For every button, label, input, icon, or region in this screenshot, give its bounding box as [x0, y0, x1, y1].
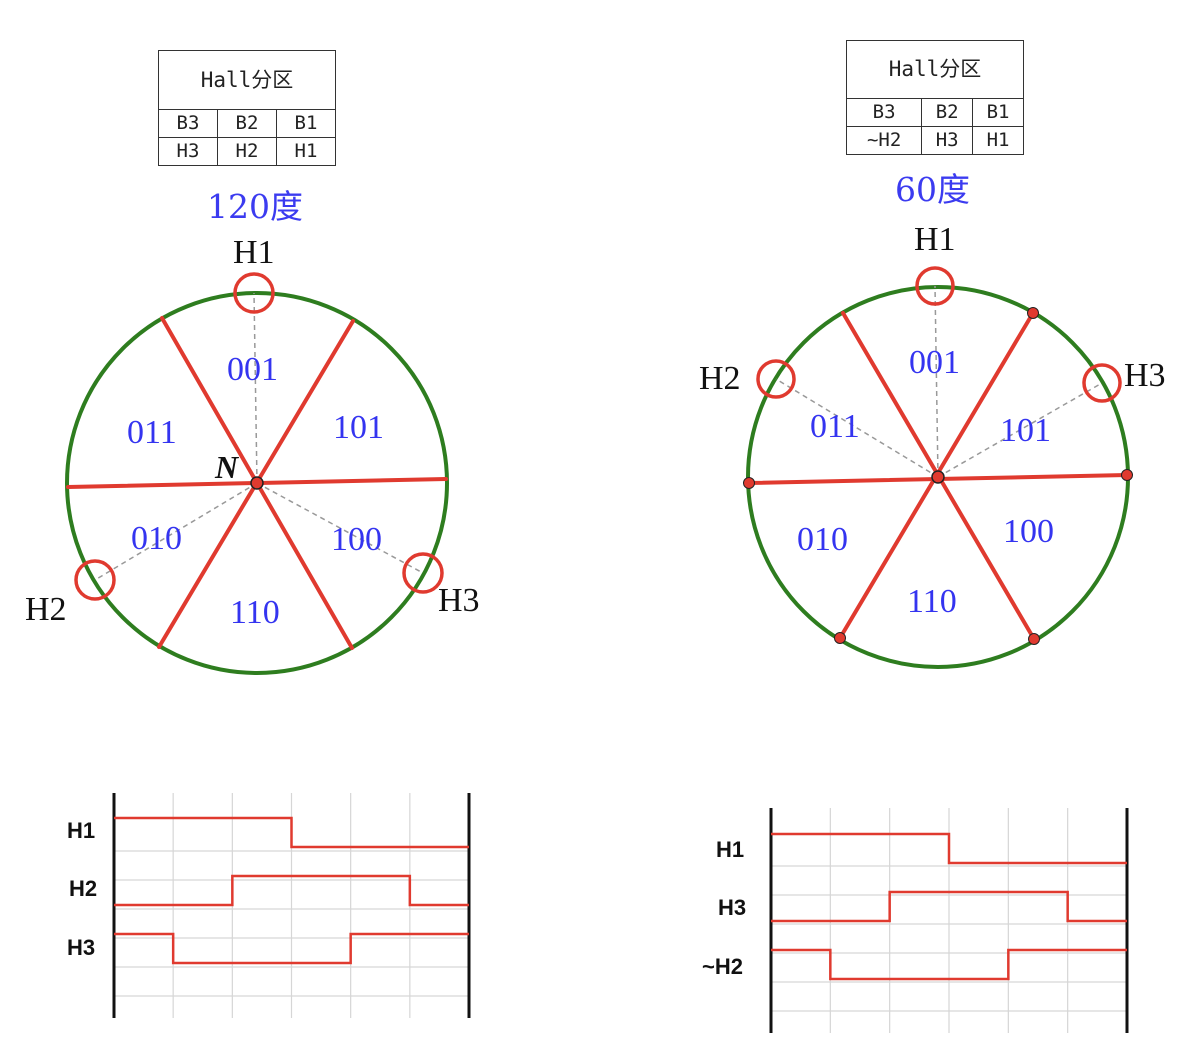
left-center-label: N: [214, 449, 240, 485]
right-boundary-dot: [1027, 307, 1039, 319]
left-wave-signal-trace: [114, 874, 469, 907]
right-hall-table: Hall分区 B3 B2 B1 ~H2 H3 H1: [845, 40, 1024, 155]
right-table-cell: B1: [972, 98, 1024, 127]
left-table-cell: B3: [158, 109, 218, 138]
left-wave-signal-trace: [114, 816, 469, 849]
right-sensor-ring-h3: [1082, 363, 1122, 403]
right-sector-label: 011: [810, 408, 860, 445]
left-sensor-label-h3: H3: [438, 582, 480, 619]
right-angle-label: 60度: [895, 170, 970, 209]
right-wave-signal-trace: [771, 832, 1127, 865]
right-hall-circle: H1 H2 H3 001 101 100 110 010 011: [699, 221, 1166, 669]
right-dash-h3: [937, 382, 1103, 478]
right-table-title: Hall分区: [846, 40, 1024, 99]
right-sensor-ring-h1: [915, 266, 955, 306]
right-table-cell: B2: [921, 98, 974, 127]
right-sensor-label-h3: H3: [1124, 357, 1166, 394]
left-sector-label: 100: [331, 521, 382, 558]
right-dash-h1: [934, 285, 939, 478]
right-sector-label: 101: [1000, 412, 1051, 449]
left-hall-circle: N H1 H2 H3 001 101 100 110 010 011: [25, 234, 480, 675]
left-table-title: Hall分区: [158, 50, 336, 110]
left-dash-h2: [94, 482, 258, 581]
left-wave-label-h3: H3: [67, 935, 95, 960]
left-sensor-ring-h1: [233, 272, 275, 314]
right-table-cell: H3: [921, 126, 974, 155]
left-angle-label: 120度: [207, 187, 303, 226]
left-sector-label: 010: [131, 520, 182, 557]
left-hall-table: Hall分区 B3 B2 B1 H3 H2 H1: [158, 50, 337, 166]
right-sensor-ring-h2: [756, 359, 796, 399]
left-wave-signal-trace: [114, 932, 469, 965]
right-table-cell: ~H2: [845, 126, 923, 155]
right-sensor-label-h1: H1: [914, 221, 956, 258]
right-table-cell: H1: [972, 126, 1024, 155]
right-center-dot: [931, 470, 945, 484]
right-sensor-label-h2: H2: [699, 360, 741, 397]
right-sector-label: 110: [907, 583, 957, 620]
left-center-dot: [250, 476, 264, 490]
left-table-cell: H1: [275, 137, 337, 166]
right-wave-label-h1: H1: [716, 837, 744, 862]
right-waveform-panel: [769, 808, 1129, 1033]
right-boundary-dot: [834, 632, 846, 644]
left-sector-label: 110: [230, 594, 280, 631]
right-sector-label: 010: [797, 521, 848, 558]
right-boundary-dot: [743, 477, 755, 489]
left-waveform-panel: [112, 793, 471, 1018]
left-sector-label: 101: [333, 409, 384, 446]
right-boundary-dot: [1028, 633, 1040, 645]
right-wave-label-nh2: ~H2: [702, 954, 743, 979]
left-dash-h1: [253, 292, 258, 484]
right-boundary-dot: [1121, 469, 1133, 481]
left-rotor-circle: [65, 291, 449, 675]
right-dash-h2: [775, 378, 939, 478]
left-sensor-ring-h3: [402, 552, 444, 594]
left-sector-label: 011: [127, 414, 177, 451]
left-wave-label-h1: H1: [67, 818, 95, 843]
left-sensor-label-h1: H1: [233, 234, 275, 271]
right-wave-label-h3: H3: [718, 895, 746, 920]
left-table-cell: H3: [158, 137, 218, 166]
left-dash-h3: [256, 482, 424, 574]
right-table-cell: B3: [845, 98, 923, 127]
right-wave-signal-trace: [771, 948, 1127, 981]
right-wave-signal-trace: [771, 890, 1127, 923]
left-table-cell: B2: [216, 109, 277, 138]
left-wave-label-h2: H2: [69, 876, 97, 901]
left-sensor-label-h2: H2: [25, 591, 67, 628]
right-sector-label: 100: [1003, 513, 1054, 550]
right-sector-label: 001: [909, 344, 960, 381]
left-sensor-ring-h2: [74, 559, 116, 601]
left-sector-label: 001: [227, 351, 278, 388]
